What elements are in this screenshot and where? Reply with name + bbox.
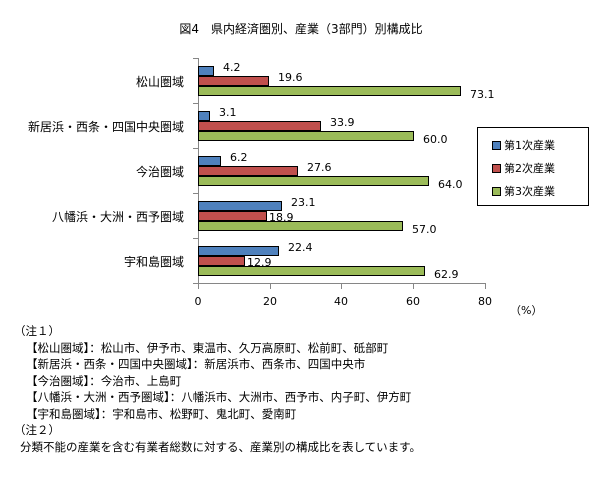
- legend-item: 第1次産業: [492, 137, 555, 153]
- x-tick-label: 80: [478, 295, 492, 308]
- legend: 第1次産業 第2次産業 第3次産業: [477, 127, 589, 206]
- category-label: 宇和島圏域: [123, 255, 184, 269]
- bar: [198, 266, 425, 276]
- x-tick: [198, 284, 199, 289]
- value-label: 3.1: [219, 106, 237, 119]
- note1-heading: （注１）: [14, 324, 60, 338]
- bar: [198, 66, 214, 76]
- legend-label: 第2次産業: [504, 162, 555, 175]
- note2-text: 分類不能の産業を含む有業者総数に対する、産業別の構成比を表しています。: [20, 439, 422, 454]
- value-label: 4.2: [223, 61, 241, 74]
- legend-item: 第2次産業: [492, 160, 555, 176]
- y-tick: [193, 193, 198, 194]
- value-label: 23.1: [291, 196, 316, 209]
- category-label: 新居浜・西条・四国中央圏域: [27, 120, 184, 134]
- category-label: 今治圏域: [135, 165, 184, 179]
- value-label: 12.9: [247, 256, 272, 269]
- x-axis-line: [198, 283, 486, 284]
- legend-label: 第3次産業: [504, 185, 555, 198]
- x-tick-label: 0: [194, 295, 202, 308]
- bar: [198, 211, 267, 221]
- value-label: 22.4: [288, 241, 313, 254]
- x-tick: [485, 284, 486, 289]
- bar: [198, 86, 461, 96]
- note1-line: 【松山圏域】：松山市、伊予市、東温市、久万高原町、松前町、砥部町: [26, 340, 389, 355]
- y-tick: [193, 148, 198, 149]
- note1-line: 【八幡浜・大洲・西予圏域】：八幡浜市、大洲市、西予市、内子町、伊方町: [26, 390, 412, 404]
- legend-label: 第1次産業: [504, 139, 555, 152]
- note2-heading: （注２）: [14, 423, 60, 437]
- legend-item: 第3次産業: [492, 183, 555, 199]
- chart-title: 図4 県内経済圏別、産業（3部門）別構成比: [179, 22, 423, 36]
- x-axis-unit-label: （%）: [510, 304, 543, 317]
- value-label: 62.9: [434, 268, 459, 281]
- legend-swatch-icon: [492, 186, 501, 196]
- y-tick: [193, 283, 198, 284]
- bar: [198, 201, 282, 211]
- legend-swatch-icon: [492, 140, 501, 150]
- bar-chart: 0 20 40 60 80 （%） 松山圏域 新居浜・西条・四国中央圏域 今治圏…: [27, 58, 589, 317]
- bar: [198, 246, 279, 256]
- value-label: 73.1: [470, 88, 495, 101]
- y-tick: [193, 58, 198, 59]
- value-label: 60.0: [423, 133, 448, 146]
- bar: [198, 176, 429, 186]
- x-tick: [341, 284, 342, 289]
- x-tick-label: 20: [263, 295, 277, 308]
- y-tick: [193, 103, 198, 104]
- value-label: 19.6: [278, 71, 303, 84]
- value-label: 27.6: [307, 161, 332, 174]
- value-label: 33.9: [330, 116, 355, 129]
- bar: [198, 131, 414, 141]
- x-tick: [413, 284, 414, 289]
- notes: （注１） 【松山圏域】：松山市、伊予市、東温市、久万高原町、松前町、砥部町 【新…: [14, 323, 421, 455]
- category-label: 八幡浜・大洲・西予圏域: [51, 210, 184, 224]
- category-label: 松山圏域: [135, 75, 184, 89]
- value-label: 57.0: [412, 223, 437, 236]
- bar: [198, 111, 210, 121]
- value-label: 64.0: [438, 178, 463, 191]
- note1-line: 【新居浜・西条・四国中央圏域】：新居浜市、西条市、四国中央市: [26, 357, 366, 371]
- x-tick-label: 40: [334, 295, 348, 308]
- x-tick-label: 60: [406, 295, 420, 308]
- bar: [198, 256, 245, 266]
- note1-line: 【宇和島圏域】：宇和島市、松野町、鬼北町、愛南町: [26, 406, 297, 421]
- x-tick: [270, 284, 271, 289]
- bar: [198, 121, 321, 131]
- legend-swatch-icon: [492, 163, 501, 173]
- value-label: 18.9: [269, 211, 294, 224]
- note1-line: 【今治圏域】：今治市、上島町: [26, 373, 182, 388]
- value-label: 6.2: [230, 151, 248, 164]
- bar: [198, 76, 269, 86]
- bar: [198, 156, 221, 166]
- bar: [198, 166, 298, 176]
- y-tick: [193, 238, 198, 239]
- bar: [198, 221, 403, 231]
